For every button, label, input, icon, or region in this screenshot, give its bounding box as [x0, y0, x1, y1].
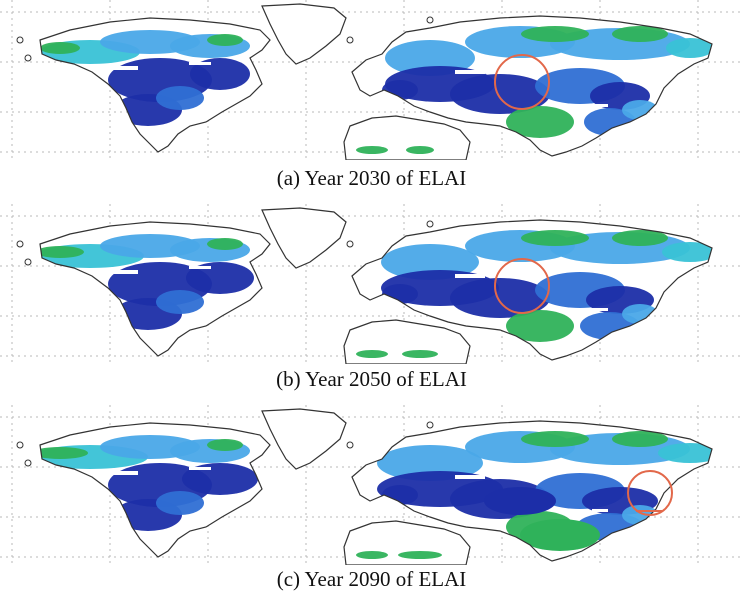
vegetation-cell — [402, 350, 438, 358]
white-streak — [592, 104, 608, 107]
vegetation-cell — [666, 38, 712, 58]
vegetation-cell — [520, 519, 600, 551]
vegetation-cell — [612, 26, 668, 42]
white-streak — [630, 66, 650, 69]
vegetation-cell — [484, 487, 556, 515]
white-streak — [592, 509, 608, 512]
greenland-coastline — [261, 408, 347, 470]
vegetation-cell — [156, 491, 204, 515]
vegetation-cell — [521, 431, 589, 447]
vegetation-cell — [612, 431, 668, 447]
caption-b: (b) Year 2050 of ELAI — [276, 367, 467, 391]
africa-coastline — [343, 115, 471, 160]
north-america-coastline — [39, 422, 271, 558]
vegetation-cell — [521, 26, 589, 42]
vegetation-layer — [40, 26, 712, 154]
island-outline — [16, 240, 24, 248]
africa-land — [344, 521, 470, 565]
island-outline — [346, 240, 354, 248]
vegetation-cell — [506, 106, 574, 138]
white-streak — [455, 70, 485, 74]
vegetation-cell — [40, 42, 80, 54]
vegetation-cell — [40, 447, 88, 459]
map-panel-a: (a) Year 2030 of ELAI — [0, 0, 743, 200]
island-outline — [24, 459, 32, 467]
vegetation-cell — [406, 146, 434, 154]
africa-land — [344, 116, 470, 160]
vegetation-cell — [450, 74, 550, 114]
vegetation-cell — [612, 230, 668, 246]
island-outline — [16, 441, 24, 449]
white-streak — [189, 467, 211, 470]
vegetation-cell — [658, 443, 712, 463]
island-outline — [426, 421, 434, 429]
vegetation-cell — [506, 310, 574, 342]
vegetation-cell — [450, 278, 550, 318]
white-streak — [547, 465, 573, 468]
vegetation-cell — [356, 146, 388, 154]
island-outline — [346, 441, 354, 449]
vegetation-cell — [356, 551, 388, 559]
map-panel-c: (c) Year 2090 of ELAI — [0, 405, 743, 599]
vegetation-cell — [207, 238, 243, 250]
map-c — [0, 405, 743, 565]
vegetation-cell — [207, 34, 243, 46]
greenland-land — [262, 4, 346, 64]
vegetation-cell — [40, 246, 84, 258]
map-panel-b: (b) Year 2050 of ELAI — [0, 204, 743, 399]
map-layer — [0, 405, 743, 565]
map-a — [0, 0, 743, 160]
caption-c: (c) Year 2090 of ELAI — [276, 567, 467, 591]
vegetation-cell — [186, 262, 254, 294]
map-layer — [0, 204, 743, 364]
island-outline — [426, 220, 434, 228]
white-streak — [630, 270, 650, 273]
vegetation-cell — [521, 230, 589, 246]
island-outline — [24, 258, 32, 266]
white-streak — [547, 264, 573, 267]
eurasia-coastline — [351, 219, 713, 361]
island-outline — [426, 16, 434, 24]
vegetation-cell — [182, 463, 258, 495]
white-streak — [102, 471, 138, 475]
greenland-land — [262, 409, 346, 469]
white-streak — [547, 60, 573, 63]
vegetation-cell — [156, 290, 204, 314]
highlight-circle — [494, 258, 550, 314]
vegetation-cell — [398, 551, 442, 559]
vegetation-cell — [356, 350, 388, 358]
vegetation-cell — [156, 86, 204, 110]
highlight-circle — [494, 54, 550, 110]
vegetation-cell — [662, 242, 712, 262]
eurasia-coastline — [351, 420, 713, 562]
vegetation-cell — [207, 439, 243, 451]
north-america-coastline — [39, 221, 271, 357]
caption-a: (a) Year 2030 of ELAI — [276, 166, 467, 190]
africa-land — [344, 320, 470, 364]
north-america-coastline — [39, 17, 271, 153]
greenland-coastline — [261, 207, 347, 269]
island-outline — [346, 36, 354, 44]
white-streak — [102, 66, 138, 70]
africa-coastline — [343, 520, 471, 565]
map-layer — [0, 0, 743, 160]
white-streak — [189, 62, 211, 65]
vegetation-cell — [190, 58, 250, 90]
white-streak — [102, 270, 138, 274]
vegetation-layer — [40, 431, 712, 559]
white-streak — [455, 274, 485, 278]
white-streak — [592, 308, 608, 311]
vegetation-layer — [40, 230, 712, 358]
africa-coastline — [343, 319, 471, 364]
greenland-coastline — [261, 3, 347, 65]
highlight-circle — [627, 470, 673, 516]
map-b — [0, 204, 743, 364]
eurasia-coastline — [351, 15, 713, 157]
island-outline — [24, 54, 32, 62]
white-streak — [189, 266, 211, 269]
greenland-land — [262, 208, 346, 268]
island-outline — [16, 36, 24, 44]
white-streak — [455, 475, 485, 479]
